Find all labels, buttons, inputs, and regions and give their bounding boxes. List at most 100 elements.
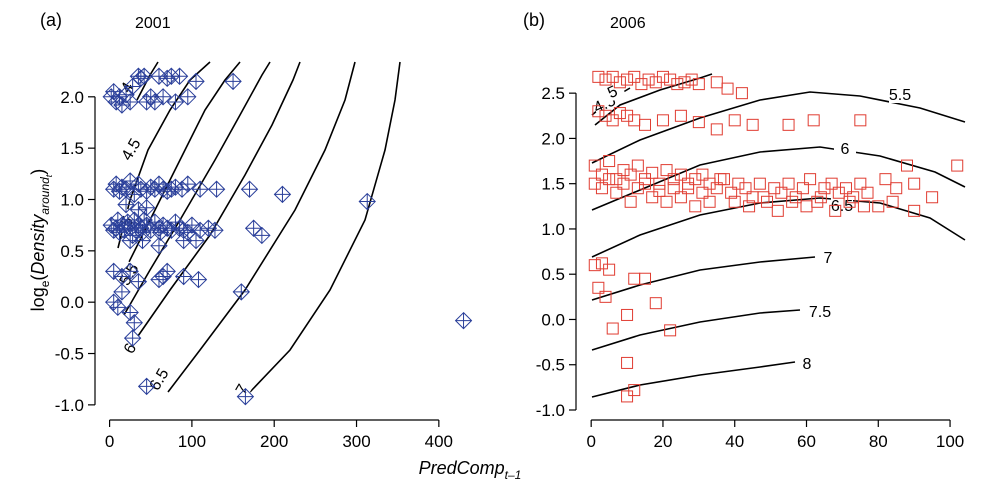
contour-label-bg [834, 139, 856, 157]
data-point [232, 283, 250, 301]
data-point [739, 182, 752, 195]
data-point [660, 164, 673, 177]
contour-line [591, 309, 801, 351]
data-point [818, 182, 831, 195]
panel-b: (b) 2006 4.55 5.566.577.58 -1.0-0.50.00.5… [523, 10, 966, 451]
y-tick-label: 1.0 [60, 190, 84, 209]
data-point [664, 324, 677, 337]
data-point [782, 118, 795, 131]
data-point [879, 173, 892, 186]
data-point [189, 270, 208, 289]
data-point [656, 70, 669, 83]
y-tick-label: -1.0 [536, 401, 565, 420]
data-point [674, 168, 687, 181]
data-point [191, 221, 209, 240]
y-axis-label-around: around [38, 177, 52, 215]
data-point [689, 173, 702, 186]
data-point [599, 73, 612, 86]
data-point [113, 283, 131, 301]
data-point [628, 70, 641, 83]
data-point [800, 200, 813, 213]
x-tick-label: 200 [260, 432, 288, 451]
data-point [588, 259, 601, 272]
data-point [839, 182, 852, 195]
data-point [240, 180, 259, 198]
data-point [592, 281, 605, 294]
y-tick-label: 2.0 [60, 88, 84, 107]
data-point [861, 186, 874, 199]
data-point [857, 200, 870, 213]
data-point [710, 182, 723, 195]
x-axis-label: PredCompt–1 [419, 458, 522, 482]
data-point [595, 182, 608, 195]
contour-label: 8 [803, 356, 812, 373]
data-point [129, 201, 148, 219]
panel-a-points [102, 67, 473, 406]
data-point [588, 177, 601, 190]
data-point [592, 70, 605, 83]
data-point [603, 155, 616, 168]
data-point [236, 387, 255, 406]
data-point [137, 377, 156, 396]
data-point [890, 182, 903, 195]
data-point [603, 173, 616, 186]
data-point [635, 78, 648, 91]
data-point [775, 186, 788, 199]
y-tick-label: -1.0 [55, 396, 84, 415]
data-point [617, 164, 630, 177]
data-point [121, 93, 139, 111]
data-point [170, 67, 189, 85]
contour-line [119, 61, 241, 281]
data-point [191, 180, 209, 198]
data-point [667, 182, 680, 195]
data-point [621, 73, 634, 86]
data-point [631, 182, 644, 195]
data-point [179, 175, 197, 193]
data-point [142, 221, 160, 240]
contour-label-bg [115, 333, 143, 363]
contour-label-bg [227, 374, 255, 404]
data-point [674, 191, 687, 204]
data-point [900, 159, 913, 172]
contour-label: 7 [824, 250, 833, 267]
data-point [129, 272, 148, 291]
contour-label-bg [817, 248, 839, 266]
data-point [725, 186, 738, 199]
y-tick-label: 0.5 [541, 265, 565, 284]
data-point [244, 219, 263, 237]
data-point [807, 114, 820, 127]
data-point [771, 204, 784, 217]
data-point [678, 76, 691, 89]
data-point [753, 177, 766, 190]
data-point [908, 204, 921, 217]
data-point [843, 195, 856, 208]
data-point [656, 114, 669, 127]
data-point [621, 109, 634, 122]
data-point [123, 329, 142, 347]
contour-line [591, 91, 966, 164]
y-axis-label: loge(Densityaroundt) [28, 169, 54, 312]
contour-line [594, 73, 713, 126]
contour-label: 4.5 [119, 136, 145, 164]
data-point [782, 177, 795, 190]
data-point [696, 168, 709, 181]
data-point [692, 78, 705, 91]
data-point [358, 192, 376, 211]
data-point [646, 191, 659, 204]
data-point [454, 311, 473, 330]
data-point [951, 159, 964, 172]
data-point [671, 78, 684, 91]
data-point [854, 114, 867, 127]
data-point [674, 109, 687, 122]
data-point [624, 195, 637, 208]
data-point [768, 182, 781, 195]
data-point [639, 118, 652, 131]
contour-label: 6 [841, 141, 850, 158]
data-point [109, 298, 127, 317]
data-point [206, 221, 224, 240]
data-point [872, 200, 885, 213]
y-tick-label: 1.5 [60, 139, 84, 158]
data-point [685, 73, 698, 86]
data-point [174, 267, 193, 286]
panel-a-label: (a) [40, 10, 62, 30]
